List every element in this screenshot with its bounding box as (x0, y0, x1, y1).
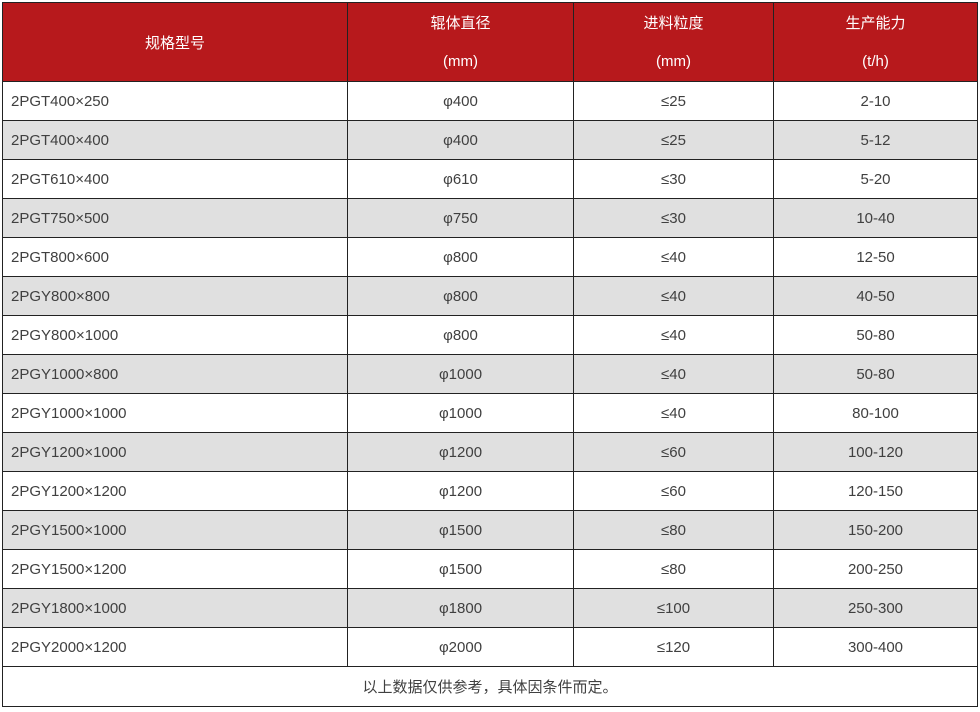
header-row: 规格型号 辊体直径 (mm) 进料粒度 (mm) 生产能力 (t/h) (2, 2, 978, 82)
capacity-cell: 120-150 (773, 471, 978, 511)
capacity-cell: 40-50 (773, 276, 978, 316)
capacity-cell: 300-400 (773, 627, 978, 667)
feed-size-cell: ≤60 (573, 471, 774, 511)
roller-diameter-cell: φ2000 (347, 627, 574, 667)
table-row: 2PGY800×1000 φ800 ≤40 50-80 (2, 315, 978, 355)
spec-model-cell: 2PGY800×1000 (2, 315, 348, 355)
capacity-cell: 100-120 (773, 432, 978, 472)
table-row: 2PGY1200×1200 φ1200 ≤60 120-150 (2, 471, 978, 511)
capacity-cell: 150-200 (773, 510, 978, 550)
table-row: 2PGY1200×1000 φ1200 ≤60 100-120 (2, 432, 978, 472)
feed-size-cell: ≤40 (573, 276, 774, 316)
spec-model-cell: 2PGT610×400 (2, 159, 348, 199)
feed-size-cell: ≤80 (573, 510, 774, 550)
column-header-feed-size-unit: (mm) (656, 53, 691, 70)
roller-diameter-cell: φ1200 (347, 471, 574, 511)
capacity-cell: 250-300 (773, 588, 978, 628)
table-row: 2PGY2000×1200 φ2000 ≤120 300-400 (2, 627, 978, 667)
feed-size-cell: ≤40 (573, 354, 774, 394)
table-row: 2PGT800×600 φ800 ≤40 12-50 (2, 237, 978, 277)
roller-diameter-cell: φ800 (347, 237, 574, 277)
spec-model-cell: 2PGT400×400 (2, 120, 348, 160)
table-row: 2PGT610×400 φ610 ≤30 5-20 (2, 159, 978, 199)
table-row: 2PGY800×800 φ800 ≤40 40-50 (2, 276, 978, 316)
roller-diameter-cell: φ1000 (347, 393, 574, 433)
column-header-feed-size: 进料粒度 (mm) (573, 2, 774, 82)
table-row: 2PGY1500×1000 φ1500 ≤80 150-200 (2, 510, 978, 550)
table-footnote: 以上数据仅供参考，具体因条件而定。 (2, 666, 978, 707)
column-header-model: 规格型号 (2, 2, 348, 82)
table-row: 2PGY1000×800 φ1000 ≤40 50-80 (2, 354, 978, 394)
table-header: 规格型号 辊体直径 (mm) 进料粒度 (mm) 生产能力 (t/h) (2, 2, 978, 82)
spec-model-cell: 2PGY1200×1000 (2, 432, 348, 472)
feed-size-cell: ≤60 (573, 432, 774, 472)
roller-diameter-cell: φ800 (347, 315, 574, 355)
roller-diameter-cell: φ1500 (347, 549, 574, 589)
roller-diameter-cell: φ1000 (347, 354, 574, 394)
spec-model-cell: 2PGY1000×800 (2, 354, 348, 394)
roller-diameter-cell: φ400 (347, 120, 574, 160)
spec-model-cell: 2PGT400×250 (2, 81, 348, 121)
column-header-capacity-unit: (t/h) (862, 53, 889, 70)
feed-size-cell: ≤120 (573, 627, 774, 667)
column-header-roller-diameter-unit: (mm) (443, 53, 478, 70)
capacity-cell: 5-20 (773, 159, 978, 199)
roller-diameter-cell: φ1200 (347, 432, 574, 472)
capacity-cell: 10-40 (773, 198, 978, 238)
roller-diameter-cell: φ750 (347, 198, 574, 238)
capacity-cell: 5-12 (773, 120, 978, 160)
feed-size-cell: ≤30 (573, 159, 774, 199)
spec-model-cell: 2PGY1000×1000 (2, 393, 348, 433)
capacity-cell: 200-250 (773, 549, 978, 589)
column-header-capacity: 生产能力 (t/h) (773, 2, 978, 82)
table-row: 2PGT750×500 φ750 ≤30 10-40 (2, 198, 978, 238)
spec-model-cell: 2PGT750×500 (2, 198, 348, 238)
capacity-cell: 80-100 (773, 393, 978, 433)
capacity-cell: 2-10 (773, 81, 978, 121)
table-row: 2PGY1000×1000 φ1000 ≤40 80-100 (2, 393, 978, 433)
feed-size-cell: ≤40 (573, 315, 774, 355)
footnote-row: 以上数据仅供参考，具体因条件而定。 (2, 666, 978, 707)
feed-size-cell: ≤40 (573, 393, 774, 433)
capacity-cell: 12-50 (773, 237, 978, 277)
column-header-model-label: 规格型号 (144, 34, 205, 52)
capacity-cell: 50-80 (773, 315, 978, 355)
spec-table-body: 2PGT400×250 φ400 ≤25 2-10 2PGT400×400 φ400 ≤25… (2, 81, 978, 667)
column-header-feed-size-label: 进料粒度 (643, 15, 704, 32)
spec-model-cell: 2PGY1500×1000 (2, 510, 348, 550)
feed-size-cell: ≤25 (573, 120, 774, 160)
spec-model-cell: 2PGY1500×1200 (2, 549, 348, 589)
roller-diameter-cell: φ1800 (347, 588, 574, 628)
table-row: 2PGY1800×1000 φ1800 ≤100 250-300 (2, 588, 978, 628)
table-row: 2PGT400×250 φ400 ≤25 2-10 (2, 81, 978, 121)
feed-size-cell: ≤30 (573, 198, 774, 238)
spec-model-cell: 2PGY2000×1200 (2, 627, 348, 667)
column-header-capacity-label: 生产能力 (845, 15, 906, 32)
spec-model-cell: 2PGY800×800 (2, 276, 348, 316)
spec-model-cell: 2PGY1800×1000 (2, 588, 348, 628)
roller-diameter-cell: φ400 (347, 81, 574, 121)
table-footer: 以上数据仅供参考，具体因条件而定。 (2, 666, 978, 707)
roller-diameter-cell: φ1500 (347, 510, 574, 550)
column-header-roller-diameter: 辊体直径 (mm) (347, 2, 574, 82)
feed-size-cell: ≤80 (573, 549, 774, 589)
roller-diameter-cell: φ800 (347, 276, 574, 316)
table-row: 2PGY1500×1200 φ1500 ≤80 200-250 (2, 549, 978, 589)
column-header-roller-diameter-label: 辊体直径 (430, 15, 491, 32)
feed-size-cell: ≤100 (573, 588, 774, 628)
capacity-cell: 50-80 (773, 354, 978, 394)
spec-model-cell: 2PGT800×600 (2, 237, 348, 277)
roller-diameter-cell: φ610 (347, 159, 574, 199)
table-row: 2PGT400×400 φ400 ≤25 5-12 (2, 120, 978, 160)
feed-size-cell: ≤40 (573, 237, 774, 277)
spec-model-cell: 2PGY1200×1200 (2, 471, 348, 511)
feed-size-cell: ≤25 (573, 81, 774, 121)
